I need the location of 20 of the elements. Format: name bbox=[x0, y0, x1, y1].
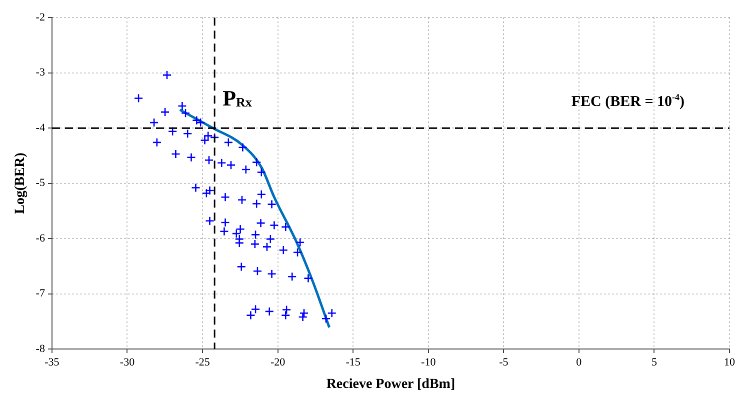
x-tick-label: -30 bbox=[120, 356, 136, 368]
x-axis-title: Recieve Power [dBm] bbox=[326, 377, 456, 392]
x-tick-label: -35 bbox=[44, 356, 60, 368]
y-tick-label: -2 bbox=[36, 11, 45, 24]
y-tick-label: -4 bbox=[36, 122, 46, 134]
y-tick-label: -8 bbox=[36, 342, 46, 355]
x-tick-label: 0 bbox=[576, 356, 582, 368]
ref-line-label: PRx bbox=[222, 86, 252, 111]
x-tick-label: -20 bbox=[270, 356, 286, 368]
x-tick-label: 10 bbox=[724, 356, 736, 368]
y-tick-label: -6 bbox=[36, 232, 46, 244]
x-tick-label: -25 bbox=[195, 356, 210, 368]
x-tick-label: -5 bbox=[499, 356, 509, 368]
x-tick-label: -10 bbox=[421, 356, 436, 368]
y-tick-label: -3 bbox=[36, 66, 46, 79]
y-tick-label: -7 bbox=[36, 288, 46, 300]
y-tick-label: -5 bbox=[36, 177, 46, 190]
x-tick-label: 5 bbox=[651, 356, 658, 368]
x-tick-label: -15 bbox=[346, 356, 361, 368]
y-axis-title: Log(BER) bbox=[13, 152, 28, 214]
